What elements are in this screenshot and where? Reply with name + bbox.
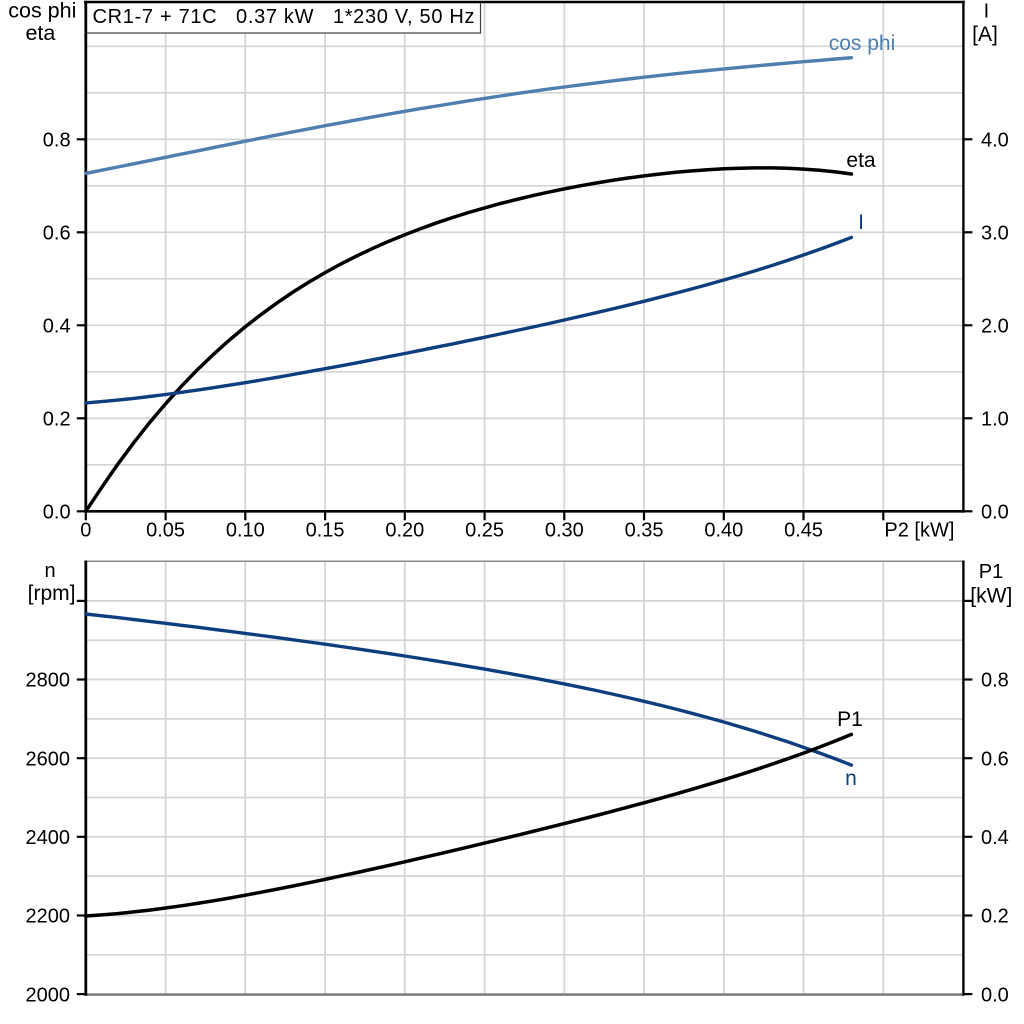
svg-text:2000: 2000 (26, 984, 71, 1006)
svg-text:P2 [kW]: P2 [kW] (884, 520, 954, 542)
svg-text:eta: eta (846, 149, 876, 172)
svg-text:0.10: 0.10 (226, 520, 265, 542)
svg-text:[A]: [A] (972, 23, 998, 46)
svg-text:2.0: 2.0 (981, 316, 1009, 338)
svg-text:I: I (984, 1, 990, 23)
svg-text:0.6: 0.6 (43, 223, 71, 245)
svg-text:n: n (845, 767, 857, 790)
svg-text:cos phi: cos phi (829, 32, 896, 55)
svg-text:0.0: 0.0 (981, 502, 1009, 524)
svg-text:4.0: 4.0 (981, 130, 1009, 152)
svg-text:0.8: 0.8 (43, 130, 71, 152)
svg-text:0.45: 0.45 (784, 520, 823, 542)
svg-text:2200: 2200 (26, 906, 71, 928)
svg-text:I: I (858, 211, 864, 234)
svg-text:CR1-7 + 71C 0.37 kW 1*230: CR1-7 + 71C 0.37 kW 1*230 V, 50 Hz (93, 6, 475, 28)
svg-text:0.40: 0.40 (704, 520, 743, 542)
svg-text:2800: 2800 (26, 670, 71, 692)
svg-text:0.4: 0.4 (981, 827, 1009, 849)
svg-text:[rpm]: [rpm] (28, 582, 76, 605)
svg-text:2600: 2600 (26, 748, 71, 770)
svg-text:0.25: 0.25 (465, 520, 504, 542)
svg-text:0.4: 0.4 (43, 316, 71, 338)
svg-text:0: 0 (80, 520, 91, 542)
svg-text:n: n (44, 560, 55, 582)
svg-text:0.15: 0.15 (306, 520, 345, 542)
svg-text:0.35: 0.35 (625, 520, 664, 542)
svg-text:1.0: 1.0 (981, 409, 1009, 431)
svg-text:[kW]: [kW] (970, 585, 1012, 608)
svg-text:0.05: 0.05 (146, 520, 185, 542)
svg-text:0.0: 0.0 (981, 984, 1009, 1006)
svg-text:P1: P1 (979, 561, 1003, 583)
svg-text:0.2: 0.2 (981, 906, 1009, 928)
svg-text:3.0: 3.0 (981, 223, 1009, 245)
svg-text:0.20: 0.20 (385, 520, 424, 542)
svg-text:0.0: 0.0 (43, 502, 71, 524)
svg-text:P1: P1 (837, 708, 863, 731)
svg-text:cos phi: cos phi (8, 0, 76, 23)
svg-text:2400: 2400 (26, 827, 71, 849)
svg-text:0.2: 0.2 (43, 409, 71, 431)
svg-text:0.8: 0.8 (981, 670, 1009, 692)
svg-text:eta: eta (25, 21, 55, 45)
svg-text:0.6: 0.6 (981, 748, 1009, 770)
svg-text:0.30: 0.30 (545, 520, 584, 542)
